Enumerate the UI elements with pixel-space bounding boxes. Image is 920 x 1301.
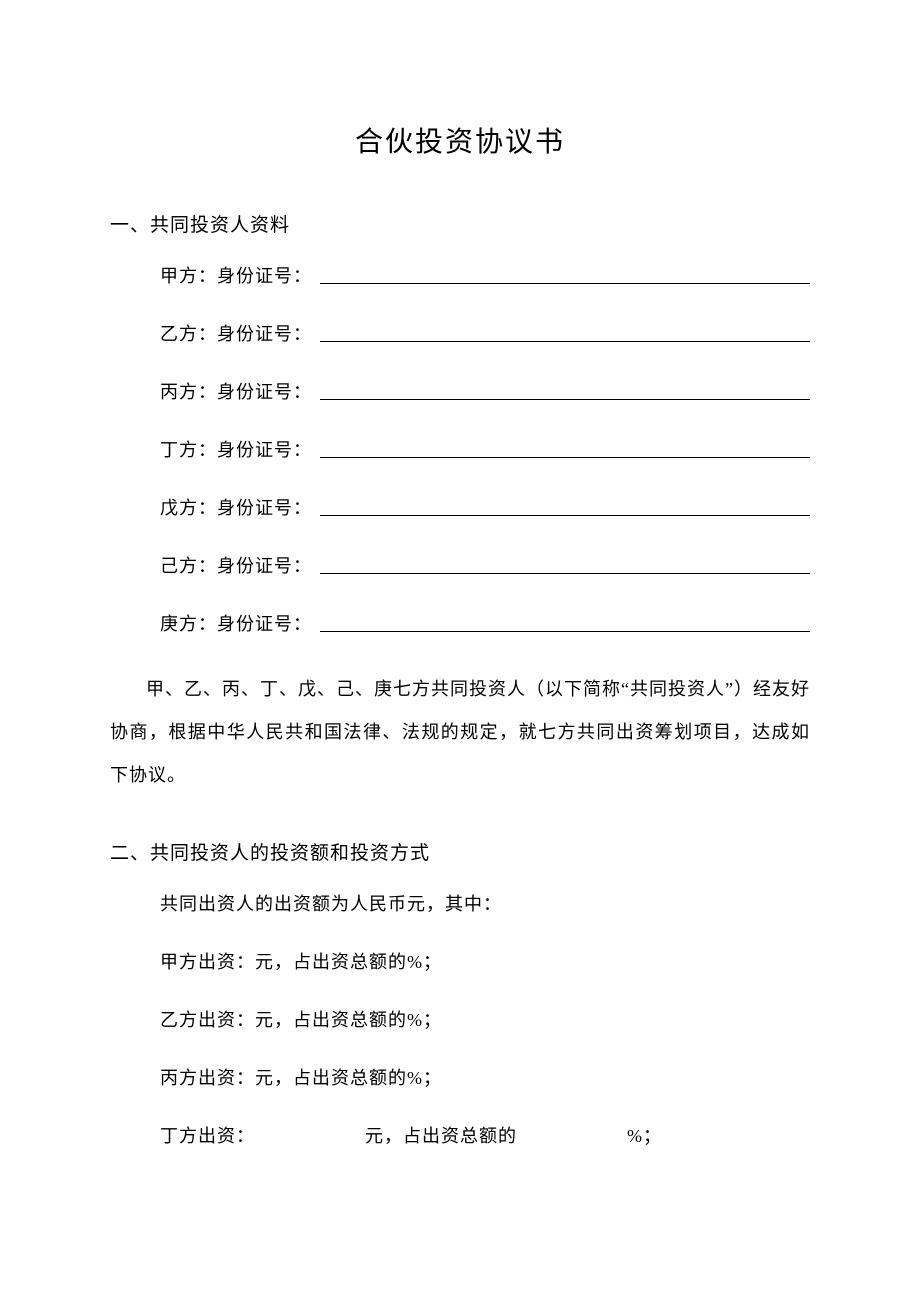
party-row-jia: 甲方：身份证号： <box>160 262 810 288</box>
party-label: 庚方：身份证号： <box>160 610 312 636</box>
party-label: 丙方：身份证号： <box>160 378 312 404</box>
contribution-bing: 丙方出资：元，占出资总额的%； <box>110 1064 810 1090</box>
party-row-wu: 戊方：身份证号： <box>160 494 810 520</box>
id-blank-line[interactable] <box>320 514 810 516</box>
contrib-ding-p1: 丁方出资： <box>160 1122 255 1148</box>
document-page: 合伙投资协议书 一、共同投资人资料 甲方：身份证号： 乙方：身份证号： 丙方：身… <box>0 0 920 1260</box>
contribution-jia: 甲方出资：元，占出资总额的%； <box>110 948 810 974</box>
section2-intro: 共同出资人的出资额为人民币元，其中： <box>110 890 810 916</box>
party-label: 甲方：身份证号： <box>160 262 312 288</box>
id-blank-line[interactable] <box>320 630 810 632</box>
percent-blank[interactable] <box>517 1122 627 1148</box>
party-label: 丁方：身份证号： <box>160 436 312 462</box>
party-list: 甲方：身份证号： 乙方：身份证号： 丙方：身份证号： 丁方：身份证号： 戊方：身… <box>110 262 810 636</box>
id-blank-line[interactable] <box>320 398 810 400</box>
document-title: 合伙投资协议书 <box>110 120 810 160</box>
contribution-yi: 乙方出资：元，占出资总额的%； <box>110 1006 810 1032</box>
contrib-ding-p2: 元，占出资总额的 <box>365 1122 517 1148</box>
party-row-ding: 丁方：身份证号： <box>160 436 810 462</box>
party-row-yi: 乙方：身份证号： <box>160 320 810 346</box>
party-label: 戊方：身份证号： <box>160 494 312 520</box>
id-blank-line[interactable] <box>320 282 810 284</box>
id-blank-line[interactable] <box>320 572 810 574</box>
party-row-geng: 庚方：身份证号： <box>160 610 810 636</box>
id-blank-line[interactable] <box>320 456 810 458</box>
party-label: 己方：身份证号： <box>160 552 312 578</box>
section1-heading: 一、共同投资人资料 <box>110 210 810 237</box>
id-blank-line[interactable] <box>320 340 810 342</box>
amount-blank[interactable] <box>255 1122 365 1148</box>
contribution-ding: 丁方出资： 元，占出资总额的 %； <box>110 1122 810 1148</box>
section2-heading: 二、共同投资人的投资额和投资方式 <box>110 838 810 865</box>
party-row-ji: 己方：身份证号： <box>160 552 810 578</box>
party-label: 乙方：身份证号： <box>160 320 312 346</box>
section1-paragraph: 甲、乙、丙、丁、戊、己、庚七方共同投资人（以下简称“共同投资人”）经友好协商，根… <box>110 668 810 798</box>
contrib-ding-p3: %； <box>627 1122 662 1148</box>
party-row-bing: 丙方：身份证号： <box>160 378 810 404</box>
